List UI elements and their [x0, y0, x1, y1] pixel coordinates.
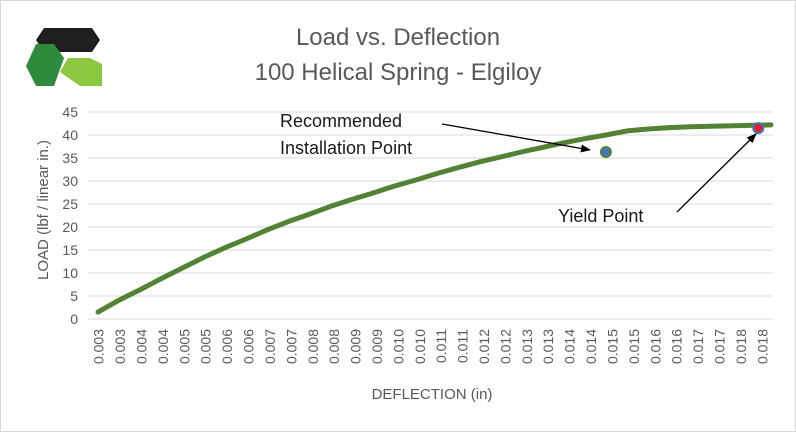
- x-tick-label-25: 0.015: [626, 329, 642, 364]
- x-tick-label-18: 0.012: [476, 329, 492, 364]
- x-tick-label-29: 0.017: [711, 329, 727, 364]
- x-tick-label-16: 0.011: [433, 329, 449, 363]
- x-tick-label-8: 0.007: [262, 329, 278, 364]
- series-group: [95, 122, 774, 315]
- y-tick-label-25: 25: [62, 196, 78, 212]
- y-tick-label-30: 30: [62, 173, 78, 189]
- x-tick-label-15: 0.010: [412, 329, 428, 364]
- x-tick-label-9: 0.007: [283, 329, 299, 364]
- y-tick-label-35: 35: [62, 150, 78, 166]
- x-tick-label-23: 0.014: [583, 329, 599, 364]
- series-line-0: [95, 122, 774, 315]
- y-tick-label-45: 45: [62, 104, 78, 120]
- y-tick-label-0: 0: [70, 311, 78, 327]
- x-tick-label-20: 0.013: [519, 329, 535, 364]
- x-tick-label-1: 0.003: [112, 329, 128, 364]
- x-tick-label-24: 0.015: [604, 329, 620, 364]
- x-tick-label-2: 0.004: [134, 329, 150, 364]
- x-tick-label-13: 0.009: [369, 329, 385, 364]
- x-tick-label-10: 0.008: [305, 329, 321, 364]
- y-tick-label-40: 40: [62, 127, 78, 143]
- logo-lime-hexagon: [60, 58, 102, 86]
- markers-group: [599, 122, 765, 159]
- x-tick-label-22: 0.014: [562, 329, 578, 364]
- x-tick-label-19: 0.012: [497, 329, 513, 364]
- x-tick-label-4: 0.005: [176, 329, 192, 364]
- gridlines: [88, 111, 773, 320]
- logo-green-hexagon: [26, 44, 64, 86]
- x-axis-ticks: 0.003 0.003 0.004 0.004 0.005 0.005 0.006 0.006…: [91, 329, 771, 364]
- x-tick-label-30: 0.018: [733, 329, 749, 364]
- y-tick-label-15: 15: [62, 242, 78, 258]
- yield-arrow: [676, 133, 757, 213]
- annotation-recommended-line1: Recommended: [280, 111, 402, 131]
- chart-title: Load vs. Deflection: [296, 24, 500, 51]
- x-tick-label-31: 0.018: [754, 329, 770, 364]
- x-tick-label-5: 0.005: [198, 329, 214, 364]
- y-tick-label-20: 20: [62, 219, 78, 235]
- recommended-arrow: [441, 123, 591, 153]
- y-axis-ticks: 0 5 10 15 20 25 30 35 40 45: [62, 104, 78, 327]
- x-tick-label-7: 0.006: [241, 329, 257, 364]
- annotation-yield: Yield Point: [558, 206, 643, 226]
- y-axis-label: LOAD (lbf / linear in.): [35, 140, 52, 280]
- company-logo: [26, 28, 102, 86]
- x-tick-label-26: 0.016: [647, 329, 663, 364]
- annotation-recommended-line2: Installation Point: [280, 138, 412, 158]
- y-tick-label-10: 10: [62, 265, 78, 281]
- yield-point-marker: [752, 122, 765, 135]
- x-tick-label-17: 0.011: [455, 329, 471, 363]
- x-tick-label-28: 0.017: [690, 329, 706, 364]
- x-axis-label: DEFLECTION (in): [372, 386, 493, 403]
- x-tick-label-21: 0.013: [540, 329, 556, 364]
- y-tick-label-5: 5: [70, 288, 78, 304]
- recommended-installation-marker: [599, 146, 612, 159]
- x-tick-label-12: 0.009: [348, 329, 364, 364]
- x-tick-label-6: 0.006: [219, 329, 235, 364]
- x-tick-label-14: 0.010: [390, 329, 406, 364]
- x-tick-label-27: 0.016: [669, 329, 685, 364]
- x-tick-label-0: 0.003: [91, 329, 107, 364]
- x-tick-label-3: 0.004: [155, 329, 171, 364]
- chart-subtitle: 100 Helical Spring - Elgiloy: [255, 59, 542, 86]
- x-tick-label-11: 0.008: [326, 329, 342, 364]
